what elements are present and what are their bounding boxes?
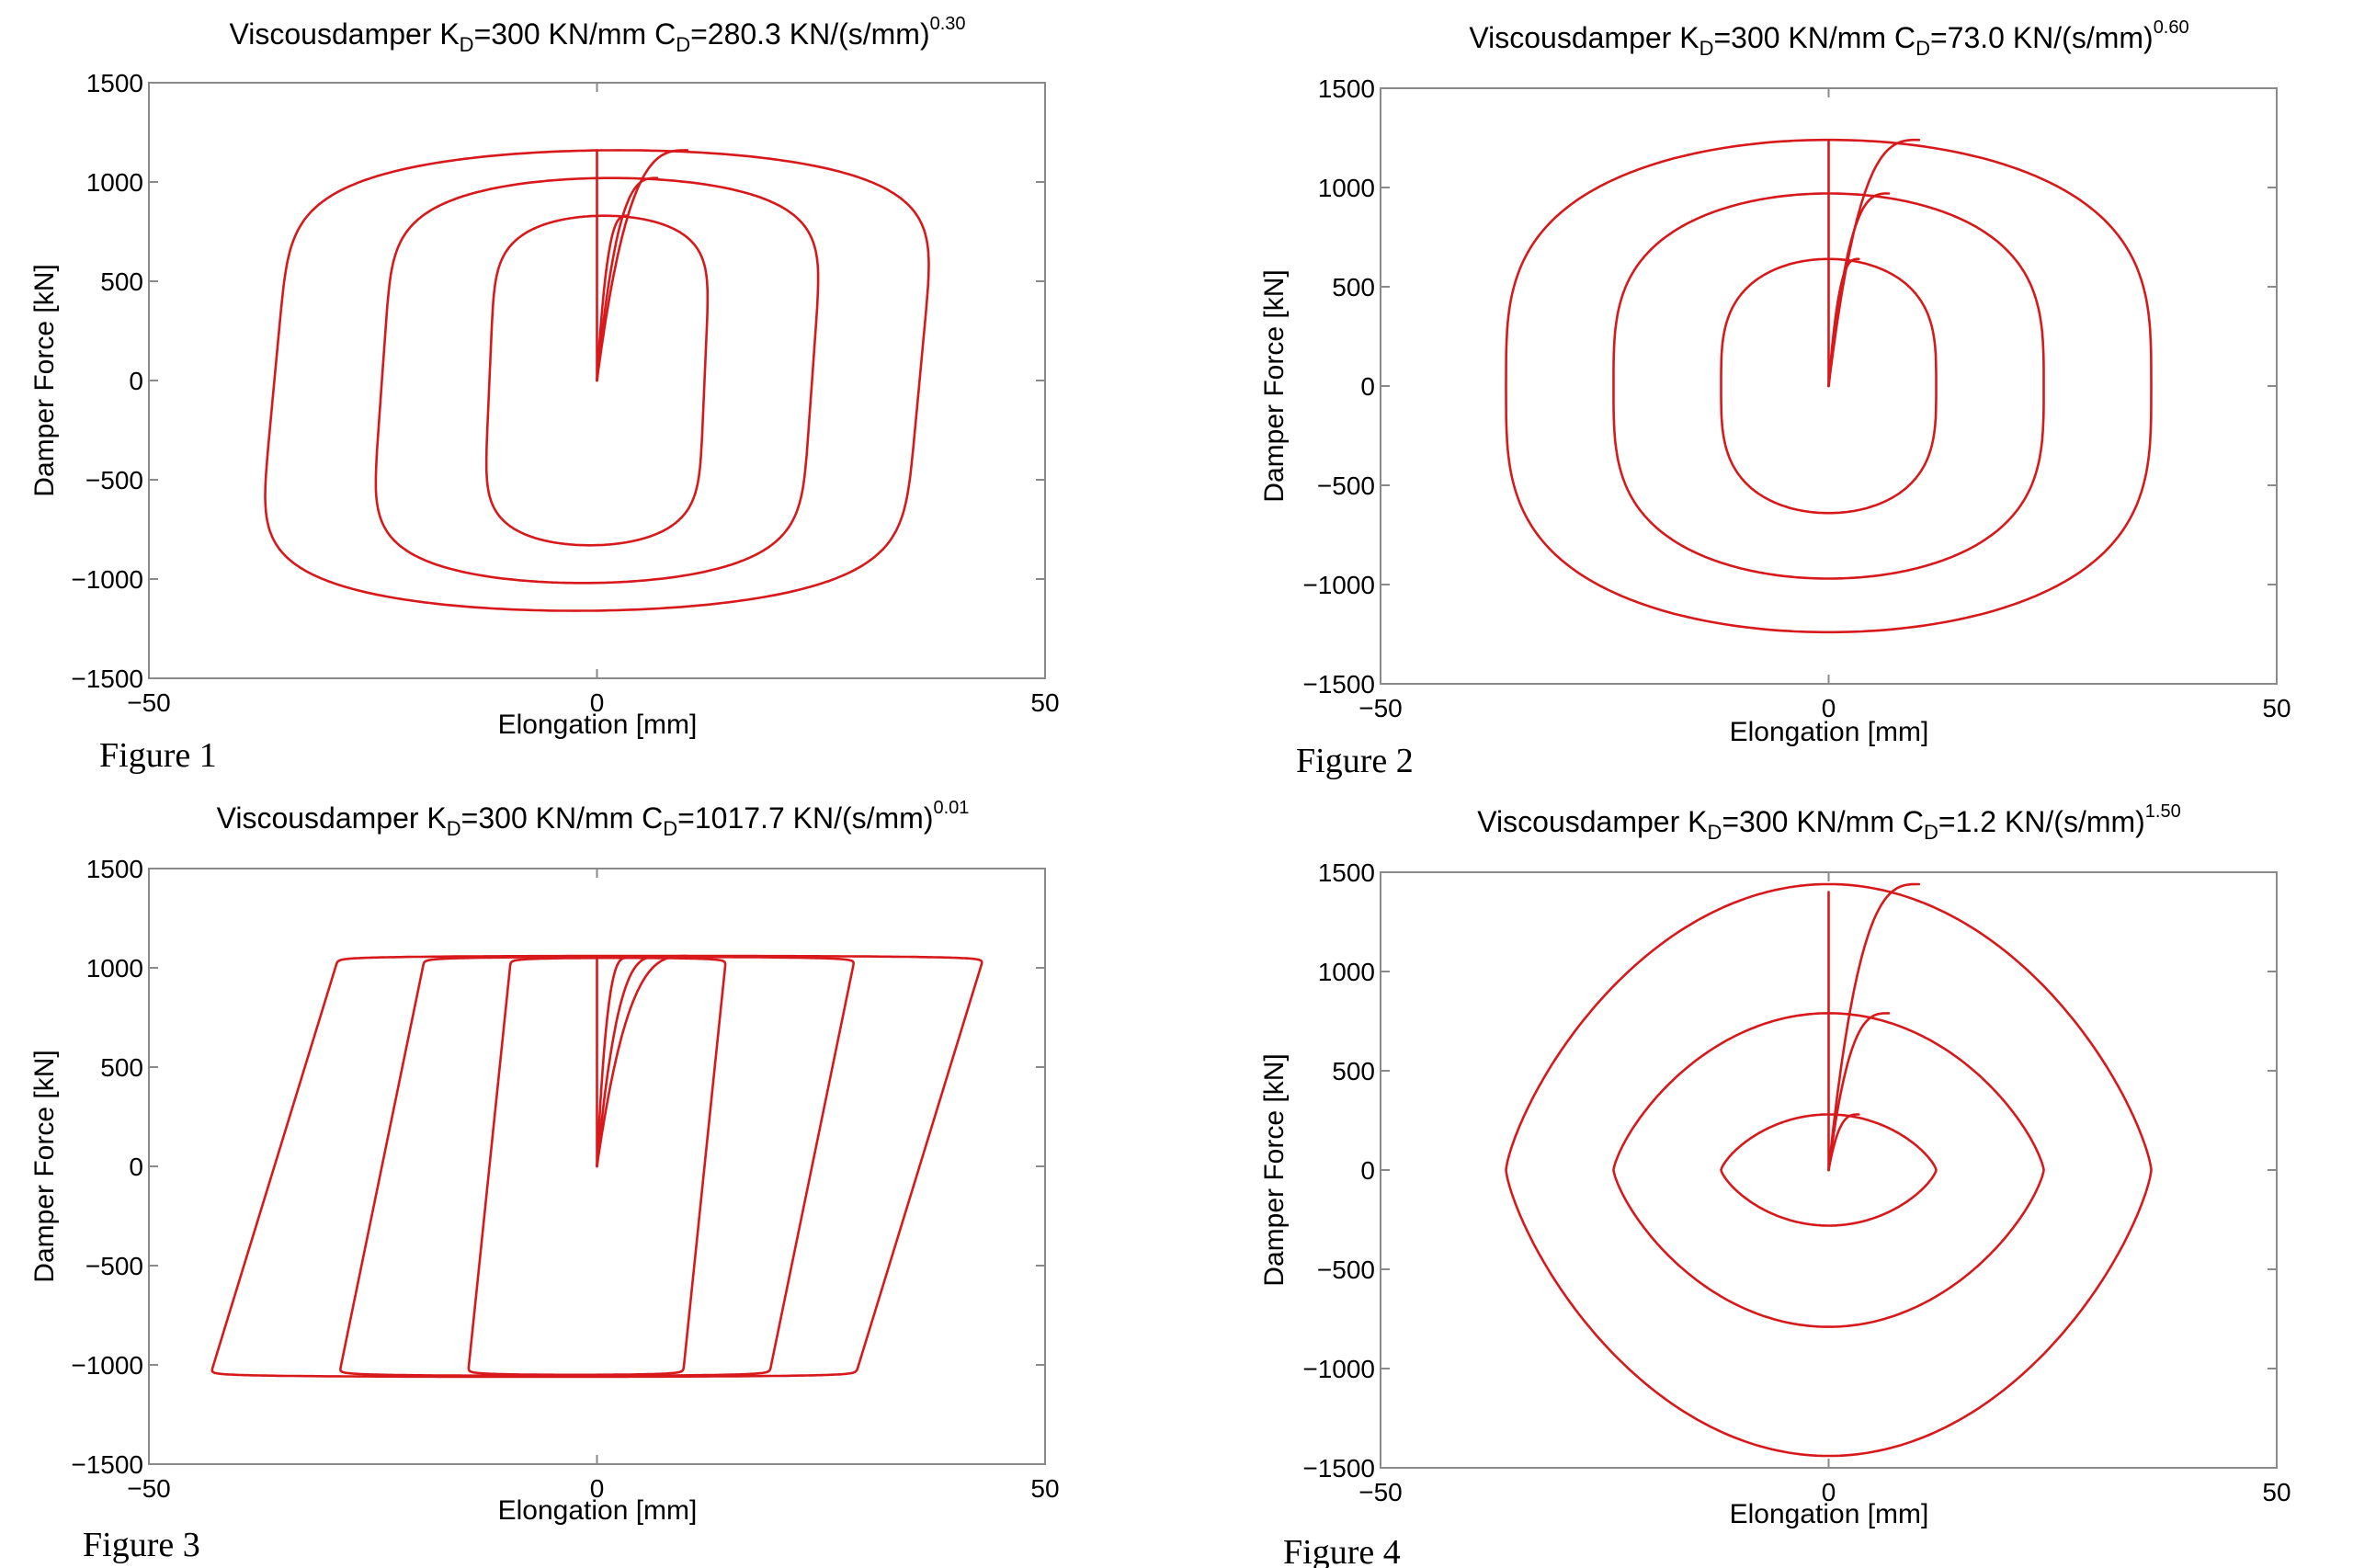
x-axis-label: Elongation [mm]	[1730, 717, 1929, 747]
y-ticks: −1500 −1000 −500 0 500 1000 1500	[1302, 858, 2277, 1483]
x-tick-label: 50	[2262, 1478, 2290, 1506]
chart-svg-2: Viscousdamper KD=300 KN/mm CD=73.0 KN/(s…	[1259, 17, 2291, 780]
transient-branch-2	[596, 955, 659, 1168]
y-tick-label: −500	[85, 466, 143, 494]
x-tick-label: −50	[127, 1474, 171, 1503]
transient-branch-3	[1827, 257, 1860, 388]
y-tick-label: 1500	[86, 69, 143, 97]
chart-svg-3: Viscousdamper KD=300 KN/mm CD=1017.7 KN/…	[29, 798, 1060, 1564]
figure-caption: Figure 1	[99, 736, 217, 775]
y-tick-label: −1000	[71, 565, 143, 594]
chart-panel-4: Viscousdamper KD=300 KN/mm CD=1.2 KN/(s/…	[1176, 784, 2353, 1568]
y-ticks: −1500 −1000 −500 0 500 1000 1500	[71, 69, 1045, 693]
figure-caption: Figure 2	[1296, 742, 1414, 780]
y-tick-label: 1500	[1318, 74, 1375, 103]
y-tick-label: 0	[1360, 1156, 1375, 1185]
x-ticks: −50 0 50	[1358, 88, 2291, 722]
y-axis-label: Damper Force [kN]	[29, 1050, 60, 1282]
transient-branch-3	[596, 956, 629, 1168]
chart-svg-4: Viscousdamper KD=300 KN/mm CD=1.2 KN/(s/…	[1259, 801, 2291, 1568]
x-ticks: −50 0 50	[1358, 872, 2291, 1506]
chart-panel-1: Viscousdamper KD=300 KN/mm CD=280.3 KN/(…	[0, 0, 1176, 784]
y-tick-label: 0	[1360, 372, 1375, 401]
y-tick-label: 500	[1332, 1057, 1375, 1085]
loop-series-1	[1505, 882, 2153, 1458]
loop-series-3	[1720, 257, 1938, 515]
loop-series-3	[484, 214, 710, 547]
x-tick-label: 0	[1822, 694, 1836, 722]
x-tick-label: 0	[590, 688, 605, 717]
y-tick-label: 1500	[86, 855, 143, 883]
y-tick-label: 1500	[1318, 858, 1375, 887]
x-tick-label: 50	[2262, 694, 2290, 722]
y-tick-label: −1500	[1302, 1454, 1375, 1483]
x-ticks: −50 0 50	[127, 869, 1060, 1503]
y-tick-label: −500	[1317, 472, 1375, 500]
y-tick-label: 1000	[86, 168, 143, 197]
transient-branch-1	[596, 954, 689, 1168]
y-axis-label: Damper Force [kN]	[1259, 1053, 1290, 1286]
transient-branch-3	[596, 214, 629, 382]
x-tick-label: 50	[1030, 1474, 1059, 1503]
transient-branch-2	[596, 176, 659, 382]
chart-panel-3: Viscousdamper KD=300 KN/mm CD=1017.7 KN/…	[0, 784, 1176, 1568]
hysteresis-curves	[210, 954, 983, 1379]
transient-branch-2	[1827, 1012, 1891, 1172]
x-tick-label: 0	[590, 1474, 605, 1503]
x-axis-label: Elongation [mm]	[498, 710, 698, 740]
transient-branch-1	[1827, 138, 1921, 388]
y-tick-label: 1000	[1318, 958, 1375, 986]
y-tick-label: −1500	[1302, 670, 1375, 699]
y-tick-label: 1000	[86, 954, 143, 983]
y-tick-label: −1000	[71, 1351, 143, 1380]
y-tick-label: 0	[129, 367, 143, 395]
x-tick-label: 50	[1030, 688, 1059, 717]
figure-caption: Figure 4	[1283, 1533, 1401, 1568]
loop-series-3	[1720, 1113, 1938, 1227]
chart-svg-1: Viscousdamper KD=300 KN/mm CD=280.3 KN/(…	[29, 14, 1060, 775]
y-tick-label: −1000	[1302, 1355, 1375, 1383]
x-tick-label: −50	[127, 688, 171, 717]
y-tick-label: −1500	[71, 665, 143, 693]
y-tick-label: 500	[1332, 273, 1375, 301]
chart-title: Viscousdamper KD=300 KN/mm CD=1017.7 KN/…	[217, 798, 970, 840]
y-ticks: −1500 −1000 −500 0 500 1000 1500	[1302, 74, 2277, 699]
loop-series-1	[264, 149, 930, 612]
loop-series-2	[1612, 192, 2045, 580]
hysteresis-curves	[264, 149, 930, 612]
transient-branch-3	[1827, 1113, 1860, 1172]
y-tick-label: −500	[1317, 1256, 1375, 1284]
chart-title: Viscousdamper KD=300 KN/mm CD=73.0 KN/(s…	[1469, 17, 2188, 60]
x-tick-label: −50	[1358, 694, 1403, 722]
transient-branch-2	[1827, 192, 1891, 388]
y-axis-label: Damper Force [kN]	[29, 264, 60, 496]
figure-caption: Figure 3	[83, 1526, 200, 1564]
x-tick-label: 0	[1822, 1478, 1836, 1506]
chart-title: Viscousdamper KD=300 KN/mm CD=280.3 KN/(…	[229, 14, 965, 56]
y-tick-label: −500	[85, 1252, 143, 1280]
y-ticks: −1500 −1000 −500 0 500 1000 1500	[71, 855, 1045, 1479]
x-ticks: −50 0 50	[127, 83, 1060, 717]
loop-series-3	[467, 956, 727, 1377]
x-axis-label: Elongation [mm]	[498, 1495, 698, 1526]
y-axis-label: Damper Force [kN]	[1259, 269, 1290, 502]
x-tick-label: −50	[1358, 1478, 1403, 1506]
loop-series-2	[1612, 1012, 2045, 1328]
hysteresis-curves	[1505, 138, 2153, 634]
y-tick-label: 1000	[1318, 174, 1375, 202]
y-tick-label: −1500	[71, 1450, 143, 1479]
y-tick-label: 500	[100, 1053, 143, 1082]
hysteresis-curves	[1505, 882, 2153, 1458]
transient-branch-1	[1827, 882, 1921, 1172]
transient-branch-1	[596, 149, 689, 382]
y-tick-label: −1000	[1302, 571, 1375, 599]
x-axis-label: Elongation [mm]	[1730, 1499, 1929, 1529]
loop-series-2	[374, 176, 820, 585]
chart-panel-2: Viscousdamper KD=300 KN/mm CD=73.0 KN/(s…	[1176, 0, 2353, 784]
y-tick-label: 0	[129, 1153, 143, 1181]
chart-title: Viscousdamper KD=300 KN/mm CD=1.2 KN/(s/…	[1477, 801, 2180, 844]
loop-series-1	[1505, 138, 2153, 634]
y-tick-label: 500	[100, 267, 143, 296]
